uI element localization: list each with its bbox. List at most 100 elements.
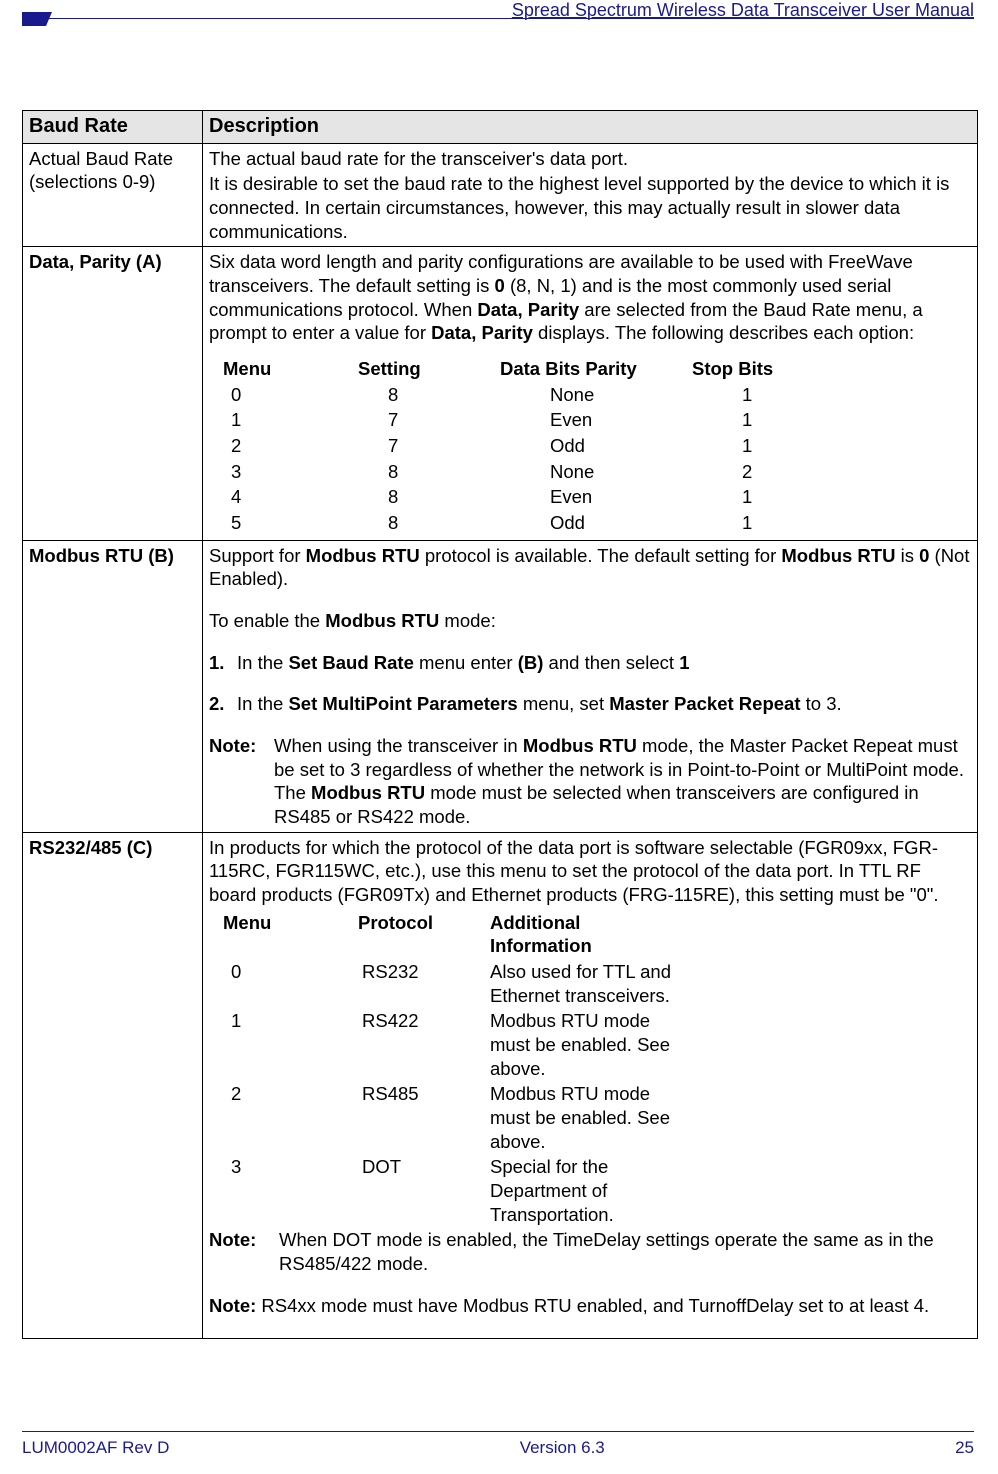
subtable-cell: 2 — [692, 460, 822, 484]
text: mode: — [439, 610, 496, 631]
th-baud-rate: Baud Rate — [23, 111, 203, 144]
subtable-cell: 3 — [211, 460, 356, 484]
subtable-cell: 2 — [211, 1082, 356, 1153]
subtable-cell: 1 — [211, 1009, 356, 1080]
subtable-cell: Even — [500, 485, 690, 509]
subtable-cell: RS422 — [358, 1009, 488, 1080]
row3-p2: To enable the Modbus RTU mode: — [209, 609, 971, 633]
li1-num: 1. — [209, 651, 237, 675]
footer-rule — [22, 1431, 974, 1432]
text: To enable the — [209, 610, 325, 631]
row4-p1: In products for which the protocol of th… — [209, 836, 971, 907]
text: Modbus RTU — [523, 735, 637, 756]
row2-label: Data, Parity (A) — [23, 247, 203, 540]
subtable-header: Data Bits Parity — [500, 357, 690, 381]
subtable-cell: Modbus RTU mode must be enabled. See abo… — [490, 1009, 680, 1080]
subtable-cell: RS232 — [358, 960, 488, 1007]
subtable-cell: None — [500, 383, 690, 407]
text: 1 — [679, 652, 689, 673]
row2-desc: Six data word length and parity configur… — [203, 247, 978, 540]
text: to 3. — [800, 693, 841, 714]
data-parity-subtable: MenuSettingData Bits ParityStop Bits08No… — [209, 355, 824, 537]
text: In the — [237, 652, 288, 673]
note-label: Note: — [209, 1295, 256, 1316]
table-row: Actual Baud Rate (selections 0-9) The ac… — [23, 143, 978, 247]
row3-p1: Support for Modbus RTU protocol is avail… — [209, 544, 971, 591]
li2-num: 2. — [209, 692, 237, 716]
text: displays. The following describes each o… — [533, 322, 914, 343]
subtable-cell: Odd — [500, 434, 690, 458]
subtable-cell: Also used for TTL and Ethernet transceiv… — [490, 960, 680, 1007]
text: Set Baud Rate — [288, 652, 413, 673]
row2-intro: Six data word length and parity configur… — [209, 250, 971, 345]
row3-li1: 1. In the Set Baud Rate menu enter (B) a… — [209, 651, 971, 675]
header-title: Spread Spectrum Wireless Data Transceive… — [512, 0, 974, 21]
text: menu enter — [414, 652, 518, 673]
row4-note2: Note: RS4xx mode must have Modbus RTU en… — [209, 1294, 971, 1318]
table-row: Data, Parity (A) Six data word length an… — [23, 247, 978, 540]
footer-center: Version 6.3 — [520, 1438, 605, 1458]
subtable-header: Menu — [211, 911, 356, 958]
subtable-cell: 1 — [692, 408, 822, 432]
subtable-header: Menu — [211, 357, 356, 381]
subtable-cell: 2 — [211, 434, 356, 458]
subtable-cell: 0 — [211, 383, 356, 407]
subtable-cell: DOT — [358, 1155, 488, 1226]
subtable-cell: 8 — [358, 485, 498, 509]
subtable-header: Additional Information — [490, 911, 680, 958]
subtable-header: Setting — [358, 357, 498, 381]
rs232-subtable: MenuProtocolAdditional Information0RS232… — [209, 909, 682, 1229]
spacer — [209, 1317, 971, 1335]
subtable-cell: RS485 — [358, 1082, 488, 1153]
header-badge-shape — [22, 12, 52, 26]
row4-label: RS232/485 (C) — [23, 832, 203, 1339]
baud-rate-table: Baud Rate Description Actual Baud Rate (… — [22, 110, 978, 1339]
subtable-cell: Odd — [500, 511, 690, 535]
text: Support for — [209, 545, 306, 566]
subtable-cell: Even — [500, 408, 690, 432]
subtable-cell: 1 — [692, 434, 822, 458]
subtable-cell: Special for the Department of Transporta… — [490, 1155, 680, 1226]
text: 0 — [495, 275, 505, 296]
text: 0 — [919, 545, 929, 566]
table-row: Modbus RTU (B) Support for Modbus RTU pr… — [23, 540, 978, 832]
row3-note: Note: When using the transceiver in Modb… — [209, 734, 971, 829]
subtable-cell: 4 — [211, 485, 356, 509]
table-row: RS232/485 (C) In products for which the … — [23, 832, 978, 1339]
text: Master Packet Repeat — [609, 693, 800, 714]
subtable-cell: 1 — [211, 408, 356, 432]
subtable-cell: 1 — [692, 511, 822, 535]
text: and then select — [543, 652, 679, 673]
text: Modbus RTU — [325, 610, 439, 631]
row4-note1: Note: When DOT mode is enabled, the Time… — [209, 1228, 971, 1275]
th-description: Description — [203, 111, 978, 144]
note-label: Note: — [209, 1228, 279, 1275]
subtable-cell: None — [500, 460, 690, 484]
note-text: When DOT mode is enabled, the TimeDelay … — [279, 1228, 971, 1275]
text: menu, set — [518, 693, 610, 714]
text: protocol is available. The default setti… — [420, 545, 782, 566]
footer: LUM0002AF Rev D Version 6.3 25 — [22, 1438, 974, 1458]
text: Modbus RTU — [781, 545, 895, 566]
li1-body: In the Set Baud Rate menu enter (B) and … — [237, 651, 971, 675]
row1-p1: The actual baud rate for the transceiver… — [209, 147, 971, 171]
row1-desc: The actual baud rate for the transceiver… — [203, 143, 978, 247]
subtable-cell: 8 — [358, 460, 498, 484]
text: Data, Parity — [431, 322, 533, 343]
main-content: Baud Rate Description Actual Baud Rate (… — [22, 110, 978, 1339]
subtable-cell: 5 — [211, 511, 356, 535]
li2-body: In the Set MultiPoint Parameters menu, s… — [237, 692, 971, 716]
row1-p2: It is desirable to set the baud rate to … — [209, 172, 971, 243]
text: is — [895, 545, 919, 566]
row4-desc: In products for which the protocol of th… — [203, 832, 978, 1339]
subtable-cell: 7 — [358, 408, 498, 432]
text: Set MultiPoint Parameters — [288, 693, 517, 714]
note-label: Note: — [209, 734, 274, 829]
subtable-header: Stop Bits — [692, 357, 822, 381]
text: Modbus RTU — [306, 545, 420, 566]
text: Data, Parity — [477, 299, 579, 320]
row3-label: Modbus RTU (B) — [23, 540, 203, 832]
text: (B) — [518, 652, 544, 673]
subtable-cell: 1 — [692, 485, 822, 509]
note-text: Note: RS4xx mode must have Modbus RTU en… — [209, 1294, 971, 1318]
